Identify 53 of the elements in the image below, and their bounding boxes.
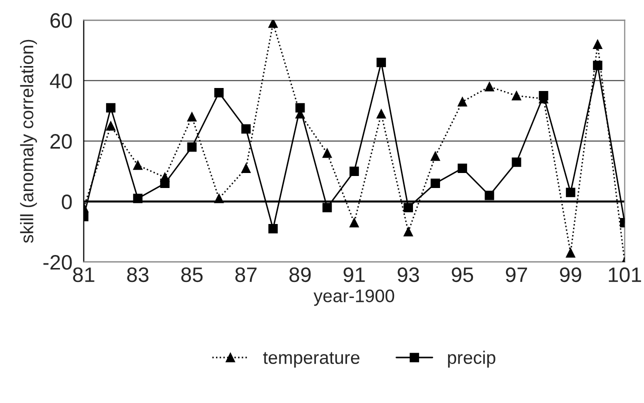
point xyxy=(484,82,494,92)
point xyxy=(106,103,116,112)
point xyxy=(376,58,386,68)
y-tick-label: 20 xyxy=(50,134,72,149)
point xyxy=(458,164,468,173)
point xyxy=(430,151,440,161)
point xyxy=(566,188,576,198)
point xyxy=(512,158,522,167)
legend-label: precip xyxy=(448,350,496,368)
x-tick-label: 101 xyxy=(608,267,642,282)
y-tick-label: 0 xyxy=(62,194,72,210)
point xyxy=(404,202,413,212)
x-tick-label: 99 xyxy=(560,267,582,282)
x-tick-label: 95 xyxy=(452,267,474,282)
point xyxy=(404,227,413,236)
x-tick-label: 87 xyxy=(235,267,257,282)
point xyxy=(350,218,359,228)
point xyxy=(592,40,602,50)
point xyxy=(214,88,224,98)
point xyxy=(350,166,359,176)
point xyxy=(566,248,576,258)
point xyxy=(430,178,440,188)
point xyxy=(268,20,278,28)
x-tick-label: 89 xyxy=(289,267,311,282)
point xyxy=(322,148,332,158)
point xyxy=(295,103,305,112)
x-tick-label: 85 xyxy=(181,267,203,282)
point xyxy=(133,160,143,170)
point xyxy=(512,91,522,100)
point xyxy=(106,121,116,131)
y-tick-label: 40 xyxy=(50,74,72,88)
point xyxy=(241,124,251,134)
legend-label: temperature xyxy=(263,352,360,368)
x-tick-label: 81 xyxy=(73,267,94,282)
y-tick-label: 60 xyxy=(50,13,72,28)
point xyxy=(160,172,170,182)
x-tick-label: 91 xyxy=(344,267,365,282)
point xyxy=(133,194,143,204)
point xyxy=(376,109,386,119)
point xyxy=(268,224,278,234)
y-tick-label: -20 xyxy=(43,254,72,270)
x-tick-label: 93 xyxy=(398,267,419,282)
y-axis-title: skill (anomaly correlation) xyxy=(20,40,37,243)
point xyxy=(241,164,251,173)
point xyxy=(214,194,224,204)
point xyxy=(322,202,332,212)
point xyxy=(484,190,494,200)
point xyxy=(187,142,197,152)
x-axis-title: year-1900 xyxy=(314,289,394,306)
x-tick-label: 83 xyxy=(127,267,148,282)
point xyxy=(187,112,197,122)
x-tick-label: 97 xyxy=(506,267,528,282)
point xyxy=(458,97,468,106)
